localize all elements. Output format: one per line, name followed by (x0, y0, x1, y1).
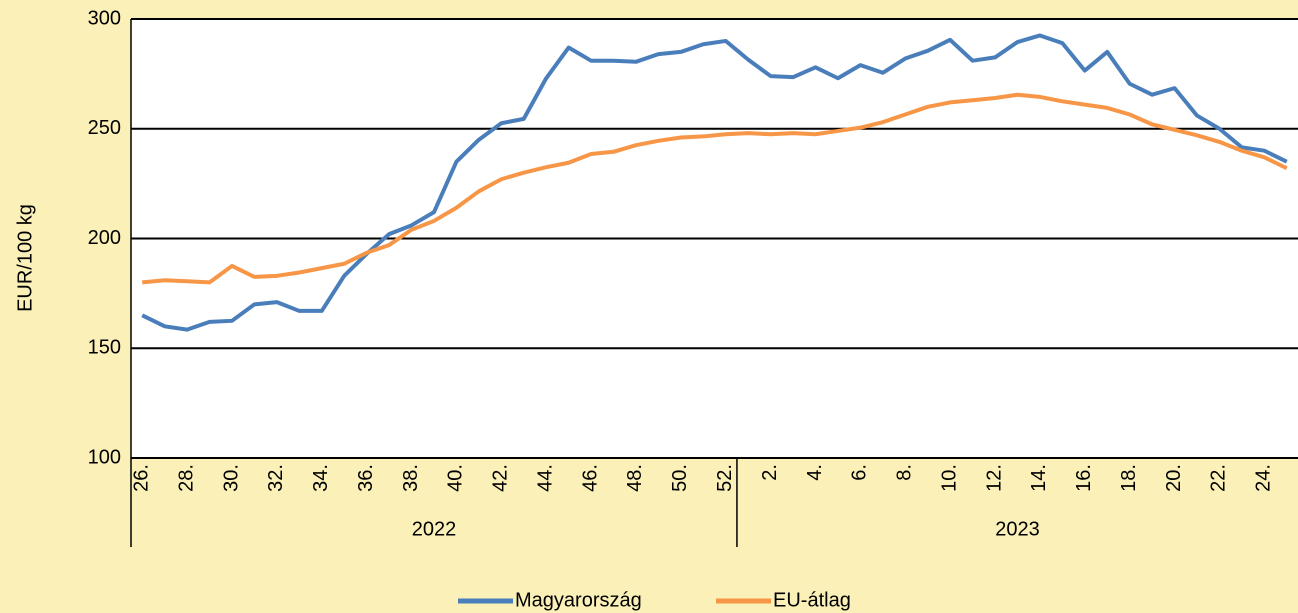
x-tick-label: 10. (938, 464, 960, 492)
x-tick-label: 48. (624, 464, 646, 492)
y-tick-label: 250 (88, 117, 121, 139)
x-tick-label: 46. (579, 464, 601, 492)
group-label: 2022 (412, 518, 457, 540)
x-tick-label: 4. (804, 464, 826, 481)
x-tick-label: 32. (265, 464, 287, 492)
legend-label: EU-átlag (773, 589, 851, 611)
x-tick-label: 24. (1253, 464, 1275, 492)
y-tick-label: 300 (88, 7, 121, 29)
x-tick-label: 28. (175, 464, 197, 492)
line-series (142, 92, 1288, 285)
y-axis-label: EUR/100 kg (14, 204, 36, 312)
x-tick-label: 42. (490, 464, 512, 492)
legend-label: Magyarország (515, 589, 642, 611)
x-tick-label: 26. (131, 464, 153, 492)
x-tick-label: 12. (983, 464, 1005, 492)
x-tick-label: 38. (400, 464, 422, 492)
x-tick-label: 44. (534, 464, 556, 492)
x-tick-label: 14. (1028, 464, 1050, 492)
x-tick-label: 6. (849, 464, 871, 481)
group-label: 2023 (995, 518, 1040, 540)
x-tick-label: 18. (1118, 464, 1140, 492)
x-tick-label: 34. (310, 464, 332, 492)
x-tick-label: 2. (759, 464, 781, 481)
y-tick-label: 200 (88, 227, 121, 249)
x-tick-label: 20. (1163, 464, 1185, 492)
y-tick-label: 100 (88, 446, 121, 468)
x-tick-label: 8. (894, 464, 916, 481)
x-tick-label: 40. (445, 464, 467, 492)
x-tick-label: 50. (669, 464, 691, 492)
line-series (141, 33, 1288, 332)
x-tick-label: 30. (220, 464, 242, 492)
x-tick-label: 22. (1208, 464, 1230, 492)
x-tick-label: 16. (1073, 464, 1095, 492)
x-tick-label: 36. (355, 464, 377, 492)
x-tick-label: 52. (714, 464, 736, 492)
y-tick-label: 150 (88, 337, 121, 359)
